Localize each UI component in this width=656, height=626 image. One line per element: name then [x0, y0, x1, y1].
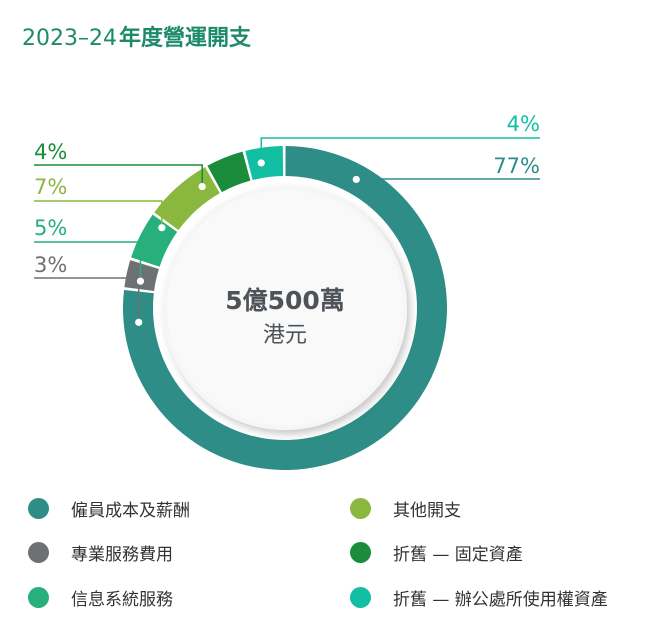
data-label-專業服務費用: 3% [34, 253, 67, 277]
legend-item: 信息系統服務 [28, 585, 173, 610]
legend-swatch [28, 542, 49, 563]
donut-chart: 77% 3% 5% 7% 4% 4% 5億500萬 港元 [34, 112, 540, 471]
legend-swatch [350, 498, 371, 519]
legend-swatch [28, 498, 49, 519]
legend-item: 專業服務費用 [28, 540, 173, 565]
center-unit: 港元 [263, 323, 307, 348]
chart-title: 2023–24年度營運開支 [22, 20, 251, 52]
data-label-折舊固定資產: 4% [34, 140, 67, 164]
slice-marker-dot [257, 159, 265, 167]
slice-marker-dot [135, 318, 143, 326]
slice-4 [154, 167, 220, 231]
chart-title-text: 年度營運開支 [118, 26, 251, 51]
legend-label: 其他開支 [393, 501, 461, 521]
legend-swatch [28, 587, 49, 608]
center-value: 5億500萬 [225, 286, 345, 315]
legend-item: 其他開支 [350, 496, 461, 521]
data-label-信息系統服務: 5% [34, 216, 67, 240]
label-leader-line [34, 200, 163, 228]
data-label-其他開支: 7% [34, 175, 67, 199]
slice-5 [207, 151, 251, 193]
chart-title-year: 2023–24 [22, 26, 117, 51]
slice-marker-dot [158, 224, 166, 232]
legend-label: 專業服務費用 [71, 545, 173, 565]
label-leaders [34, 137, 540, 323]
label-leader-line [34, 277, 140, 323]
label-leader-line [34, 241, 142, 282]
slice-marker-dot [198, 182, 206, 191]
data-label-僱員成本及薪酬: 77% [493, 154, 540, 178]
legend-item: 僱員成本及薪酬 [28, 496, 190, 521]
legend-swatch [350, 587, 371, 608]
legend-item: 折舊 — 固定資產 [350, 540, 523, 565]
label-leader-line [34, 164, 203, 187]
donut-inner-face [167, 190, 403, 426]
slice-2 [124, 260, 159, 291]
slice-dots [135, 159, 360, 326]
legend-label: 折舊 — 固定資產 [393, 545, 523, 565]
legend-label: 折舊 — 辦公處所使用權資產 [393, 590, 608, 610]
legend-item: 折舊 — 辦公處所使用權資產 [350, 585, 608, 610]
slice-marker-dot [136, 277, 145, 285]
slice-3 [131, 214, 178, 267]
legend-label: 僱員成本及薪酬 [71, 501, 190, 521]
slice-marker-dot [352, 175, 360, 184]
donut-slices [123, 146, 448, 471]
slice-labels: 77% 3% 5% 7% 4% 4% [34, 112, 540, 277]
label-leader-line [260, 137, 540, 163]
data-label-折舊辦公處所使用權資產: 4% [507, 112, 540, 136]
legend-swatch [350, 542, 371, 563]
legend-label: 信息系統服務 [71, 590, 173, 610]
